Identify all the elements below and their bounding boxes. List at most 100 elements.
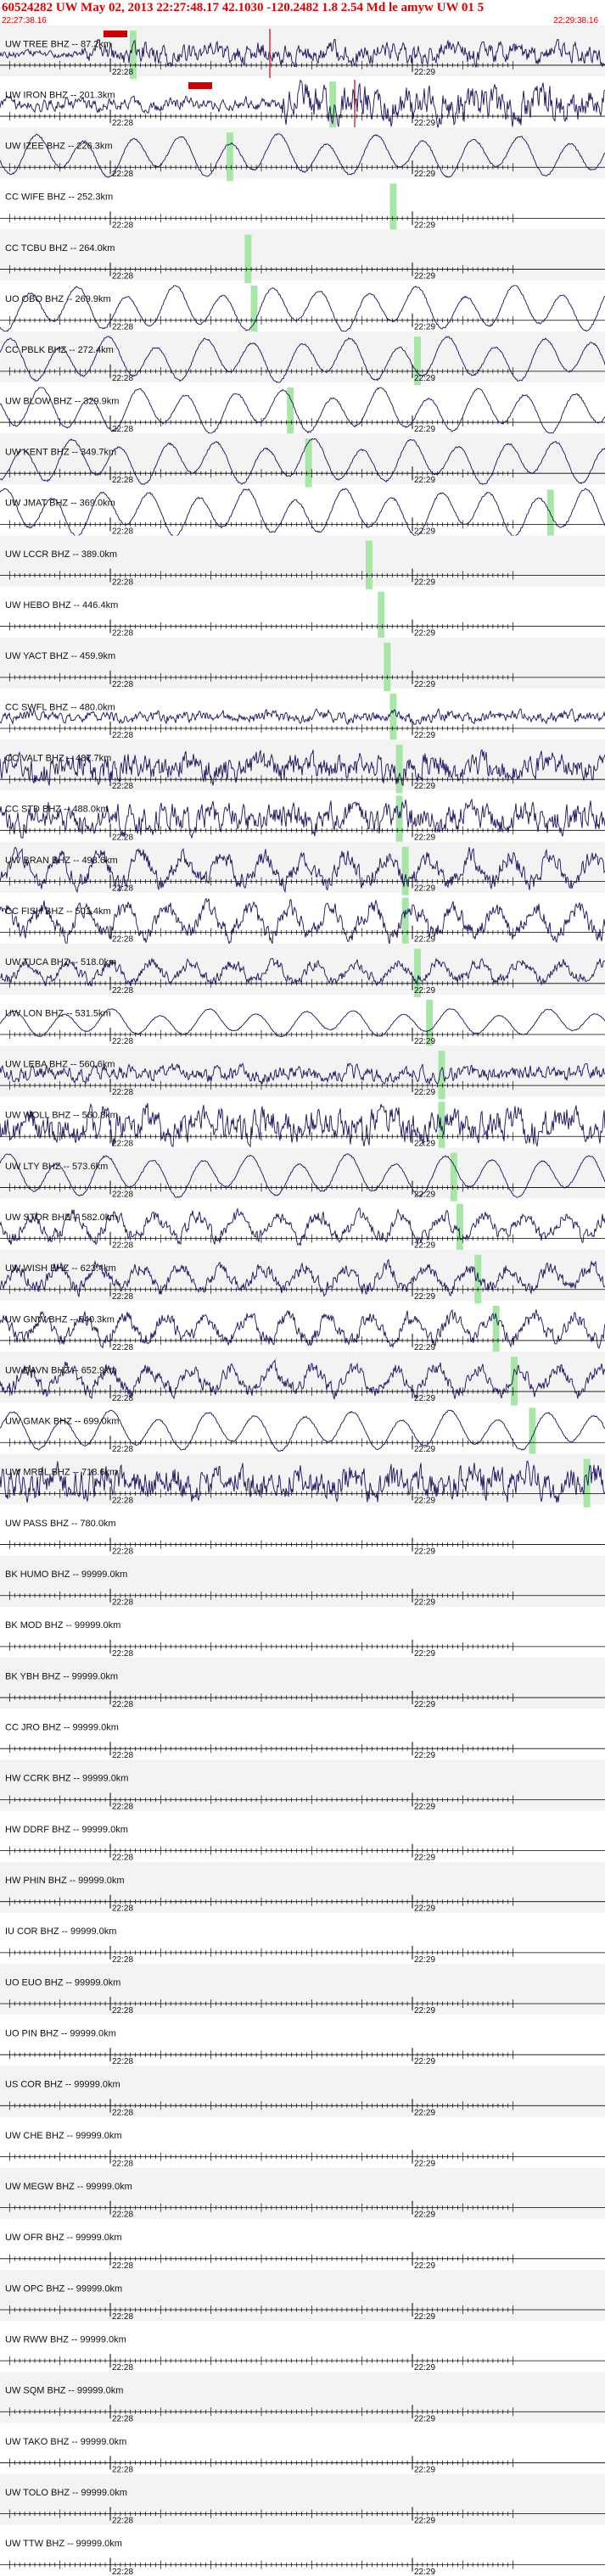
- phase-pick-bar: [329, 81, 337, 131]
- waveform-trace: [0, 285, 605, 332]
- minute-tick-label: 22:29: [414, 680, 435, 689]
- station-row: 22:28 22:29 BK HUMO BHZ -- 99999.0km: [0, 1555, 605, 1608]
- station-label: UW KENT BHZ -- 349.7km: [5, 448, 116, 458]
- waveform-trace: [0, 133, 605, 178]
- time-ticks: [8, 1948, 514, 1957]
- waveform-trace: [0, 1062, 605, 1085]
- minute-tick-label: 22:28: [112, 220, 133, 230]
- station-label: UW TTW BHZ -- 99999.0km: [5, 2539, 122, 2549]
- minute-tick-label: 22:29: [414, 2517, 435, 2526]
- station-row: 22:28 22:29 UW LTY BHZ -- 573.6km: [0, 1147, 605, 1202]
- station-row: 22:28 22:29 UW LEBA BHZ -- 560.6km: [0, 1045, 605, 1100]
- minute-tick-label: 22:28: [112, 2363, 133, 2372]
- station-label: CC PBLK BHZ -- 272.4km: [5, 345, 114, 355]
- phase-pick-bar: [389, 694, 397, 743]
- phase-pick-bar: [395, 795, 403, 845]
- station-label: UW DAVN BHZ -- 652.9km: [5, 1365, 117, 1375]
- minute-tick-label: 22:28: [112, 374, 133, 383]
- minute-tick-label: 22:29: [414, 527, 435, 536]
- minute-tick-label: 22:29: [414, 1394, 435, 1403]
- minute-tick-label: 22:28: [112, 1088, 133, 1097]
- time-ticks: [8, 1030, 514, 1039]
- station-label: UW OFR BHZ -- 99999.0km: [5, 2233, 122, 2243]
- phase-pick-bar: [401, 897, 409, 946]
- station-label: CC SWFL BHZ -- 480.0km: [5, 702, 115, 712]
- station-label: HW CCRK BHZ -- 99999.0km: [5, 1774, 128, 1784]
- waveform-trace: [0, 846, 605, 894]
- minute-tick-label: 22:29: [414, 1955, 435, 1965]
- minute-tick-label: 22:28: [112, 629, 133, 638]
- time-ticks: [8, 1183, 514, 1192]
- station-label: US COR BHZ -- 99999.0km: [5, 2080, 120, 2090]
- station-row: 22:28 22:29 UW OPC BHZ -- 99999.0km: [0, 2270, 605, 2322]
- time-ticks: [8, 571, 514, 580]
- row-background: [0, 1045, 605, 1097]
- station-label: UW WOLL BHZ -- 560.8km: [5, 1111, 118, 1121]
- waveform-trace: [0, 387, 605, 434]
- station-row: 22:28 22:29 HW CCRK BHZ -- 99999.0km: [0, 1759, 605, 1811]
- station-row: 22:28 22:29 UO OBO BHZ -- 269.9km: [0, 285, 605, 334]
- waveform-trace: [0, 1460, 605, 1503]
- waveform-trace: [0, 897, 605, 945]
- station-row: 22:28 22:29 IU COR BHZ -- 99999.0km: [0, 1926, 605, 1965]
- station-label: CC TCBU BHZ -- 264.0km: [5, 243, 115, 254]
- minute-tick-label: 22:29: [414, 1037, 435, 1046]
- station-label: UW HEBO BHZ -- 446.4km: [5, 600, 118, 611]
- row-background: [0, 637, 605, 689]
- time-ticks: [8, 1132, 514, 1141]
- minute-tick-label: 22:28: [112, 1445, 133, 1454]
- phase-pick-bar: [129, 31, 137, 80]
- time-ticks: [8, 2101, 514, 2110]
- time-ticks: [8, 672, 514, 682]
- minute-tick-label: 22:28: [112, 2517, 133, 2526]
- station-row: 22:28 22:29 UW WISH BHZ -- 623.4km: [0, 1249, 605, 1304]
- row-background: [0, 229, 605, 281]
- time-ticks: [8, 112, 514, 121]
- minute-tick-label: 22:29: [414, 425, 435, 434]
- minute-tick-label: 22:29: [414, 1139, 435, 1148]
- station-row: 22:28 22:29 UW CHE BHZ -- 99999.0km: [0, 2131, 605, 2168]
- station-row: 22:28 22:29 CC WIFE BHZ -- 252.3km: [0, 183, 605, 232]
- minute-tick-label: 22:29: [414, 2159, 435, 2168]
- station-row: 22:28 22:29 UW TOLO BHZ -- 99999.0km: [0, 2473, 605, 2526]
- station-row: 22:28 22:29 CC SWFL BHZ -- 480.0km: [0, 694, 605, 743]
- time-ticks: [8, 1693, 514, 1702]
- station-label: UW TAKO BHZ -- 99999.0km: [5, 2437, 126, 2447]
- station-row: 22:28 22:29 CC PBLK BHZ -- 272.4km: [0, 331, 605, 386]
- station-label: UO PIN BHZ -- 99999.0km: [5, 2029, 116, 2039]
- minute-tick-label: 22:28: [112, 2312, 133, 2322]
- phase-pick-bar: [438, 1051, 445, 1100]
- time-ticks: [8, 877, 514, 886]
- minute-tick-label: 22:28: [112, 1139, 133, 1148]
- minute-tick-label: 22:29: [414, 68, 435, 77]
- minute-tick-label: 22:28: [112, 1854, 133, 1863]
- row-background: [0, 1352, 605, 1403]
- phase-pick-bar: [226, 132, 233, 181]
- minute-tick-label: 22:29: [414, 884, 435, 893]
- time-ticks: [8, 520, 514, 529]
- station-row: 22:28 22:29 UW IRON BHZ -- 201.3km: [0, 79, 605, 131]
- minute-tick-label: 22:28: [112, 1751, 133, 1760]
- event-title: 60524282 UW May 02, 2013 22:27:48.17 42.…: [2, 1, 485, 14]
- minute-tick-label: 22:29: [414, 2568, 435, 2576]
- row-background: [0, 433, 605, 485]
- station-row: 22:28 22:29 CC FISH BHZ -- 501.4km: [0, 897, 605, 946]
- waveform-trace: [0, 438, 605, 486]
- row-background: [0, 1759, 605, 1811]
- station-row: 22:28 22:29 CC JRO BHZ -- 99999.0km: [0, 1723, 605, 1760]
- minute-tick-label: 22:28: [112, 527, 133, 536]
- minute-tick-label: 22:29: [414, 374, 435, 383]
- phase-pick-bar: [414, 948, 421, 998]
- end-time-label: 22:29:38.16: [553, 16, 598, 25]
- station-label: BK MOD BHZ -- 99999.0km: [5, 1620, 120, 1631]
- minute-tick-label: 22:28: [112, 1241, 133, 1251]
- minute-tick-label: 22:29: [414, 119, 435, 128]
- time-ticks: [8, 979, 514, 988]
- phase-pick-bar: [395, 744, 403, 794]
- station-label: UW BLOW BHZ -- 329.9km: [5, 396, 119, 406]
- phase-pick-bar: [414, 337, 421, 386]
- station-row: 22:28 22:29 UW OFR BHZ -- 99999.0km: [0, 2233, 605, 2271]
- time-ticks: [8, 2050, 514, 2060]
- row-background: [0, 2167, 605, 2219]
- minute-tick-label: 22:29: [414, 1547, 435, 1557]
